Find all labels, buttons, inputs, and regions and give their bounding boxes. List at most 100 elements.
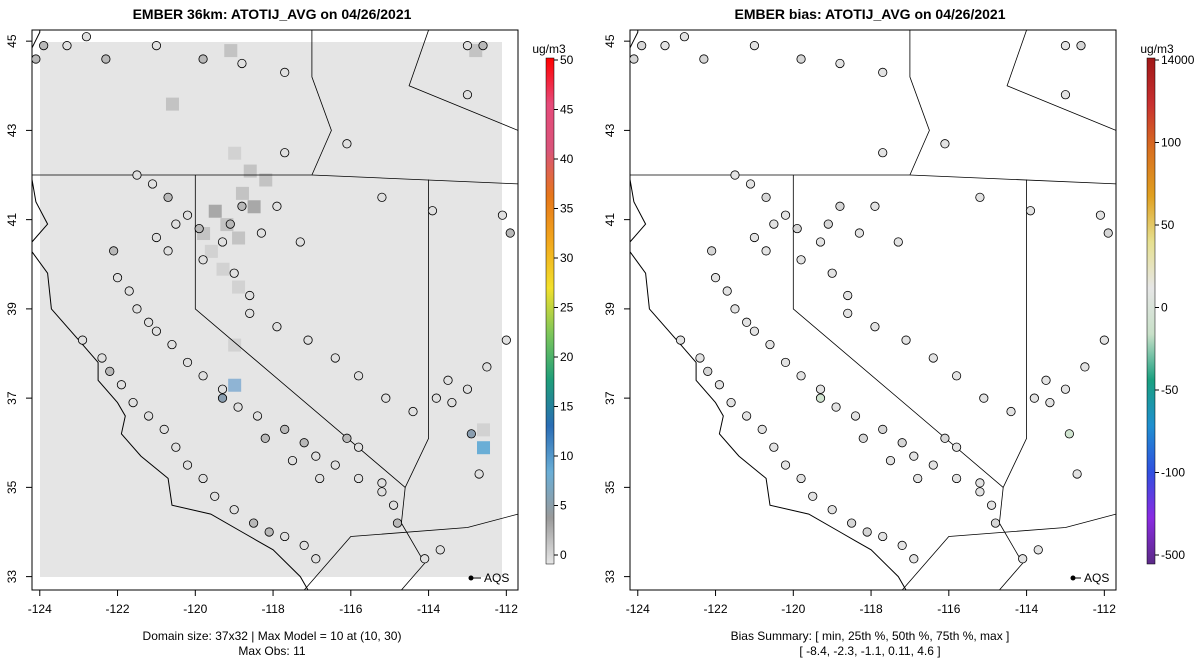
station-marker: [823, 219, 833, 229]
station-marker: [311, 451, 321, 461]
model-grid-cell: [247, 200, 261, 214]
x-tick-label: -124: [626, 602, 650, 616]
station-marker: [975, 478, 985, 488]
right-aqs-legend: AQS: [1070, 571, 1109, 585]
x-tick-label: -112: [495, 602, 518, 616]
station-marker: [710, 273, 721, 283]
station-marker: [163, 246, 173, 256]
station-marker: [699, 54, 709, 64]
state-border: [1002, 179, 1027, 488]
station-marker: [796, 54, 806, 64]
station-marker: [979, 393, 989, 403]
station-marker: [726, 397, 736, 408]
station-marker: [198, 54, 208, 64]
x-tick-label: -118: [859, 602, 882, 616]
station-marker: [151, 326, 162, 336]
x-tick-label: -116: [339, 602, 362, 616]
y-tick-label: 45: [603, 34, 617, 48]
station-marker: [1072, 469, 1082, 479]
station-marker: [780, 210, 791, 220]
station-marker: [353, 473, 364, 484]
station-marker: [315, 473, 325, 484]
coastline: [32, 30, 41, 180]
station-marker: [462, 384, 473, 394]
x-tick-label: -116: [937, 602, 960, 616]
station-marker: [474, 469, 484, 479]
station-marker: [124, 286, 134, 296]
x-tick-label: -122: [106, 602, 130, 616]
model-grid-cell: [477, 441, 491, 455]
colorbar-tick-label: 0: [1161, 301, 1168, 315]
station-marker: [1080, 362, 1090, 372]
station-marker: [928, 460, 938, 470]
y-tick-label: 41: [5, 213, 19, 227]
y-tick-label: 43: [5, 123, 19, 137]
station-marker: [217, 237, 228, 247]
model-grid-cell: [165, 97, 179, 111]
station-marker: [443, 375, 453, 385]
station-marker: [878, 67, 888, 77]
model-grid-cell: [228, 146, 242, 160]
station-marker: [1095, 210, 1106, 220]
station-marker: [353, 442, 364, 452]
station-marker: [637, 41, 647, 51]
model-grid-cell: [477, 423, 491, 437]
model-grid-cell: [208, 204, 222, 218]
colorbar-tick-label: -100: [1161, 466, 1185, 480]
station-marker: [101, 54, 111, 64]
station-marker: [827, 505, 837, 515]
station-marker: [144, 411, 154, 421]
station-marker: [858, 433, 868, 443]
station-marker: [501, 335, 511, 345]
station-marker: [147, 179, 158, 189]
station-marker: [198, 255, 208, 265]
state-border: [311, 30, 332, 176]
state-border: [909, 30, 930, 176]
station-marker: [679, 32, 690, 42]
y-tick-label: 39: [603, 302, 617, 316]
station-marker: [81, 32, 92, 42]
station-marker: [245, 290, 255, 301]
station-marker: [761, 192, 771, 202]
station-marker: [62, 41, 72, 51]
station-marker: [249, 518, 259, 528]
station-marker: [749, 326, 760, 336]
right-legend-unit: ug/m3: [1140, 42, 1174, 56]
station-marker: [742, 411, 752, 421]
colorbar-tick-label: 20: [560, 350, 574, 364]
station-marker: [1060, 90, 1071, 100]
station-marker: [630, 54, 639, 64]
station-marker: [478, 41, 488, 51]
station-marker: [377, 192, 387, 202]
station-marker: [299, 438, 309, 448]
station-marker: [870, 201, 880, 211]
station-marker: [796, 473, 806, 484]
station-marker: [132, 304, 142, 314]
right-footer-line2: [ -8.4, -2.3, -1.1, 0.11, 4.6 ]: [799, 644, 940, 658]
station-marker: [462, 90, 473, 100]
station-marker: [237, 201, 247, 211]
station-marker: [182, 460, 193, 470]
station-marker: [878, 424, 888, 434]
state-border: [792, 175, 1004, 488]
colorbar-tick-label: 10: [560, 449, 574, 463]
colorbar-tick-label: -500: [1161, 548, 1185, 562]
y-tick-label: 39: [5, 302, 19, 316]
right-aqs-label: AQS: [1084, 571, 1109, 585]
station-marker: [420, 554, 430, 564]
station-marker: [730, 170, 740, 180]
station-marker: [377, 478, 387, 488]
station-marker: [990, 518, 1001, 528]
station-marker: [198, 473, 208, 484]
right-map-title: EMBER bias: ATOTIJ_AVG on 04/26/2021: [734, 6, 1005, 22]
model-grid-cell: [216, 262, 230, 276]
station-marker: [675, 335, 686, 345]
station-marker: [1060, 384, 1071, 394]
left-footer-line2: Max Obs: 11: [238, 644, 305, 658]
station-marker: [975, 487, 985, 497]
station-marker: [796, 371, 806, 381]
station-marker: [182, 210, 193, 220]
station-marker: [97, 353, 107, 363]
coastline: [630, 30, 639, 180]
station-marker: [1099, 335, 1109, 345]
